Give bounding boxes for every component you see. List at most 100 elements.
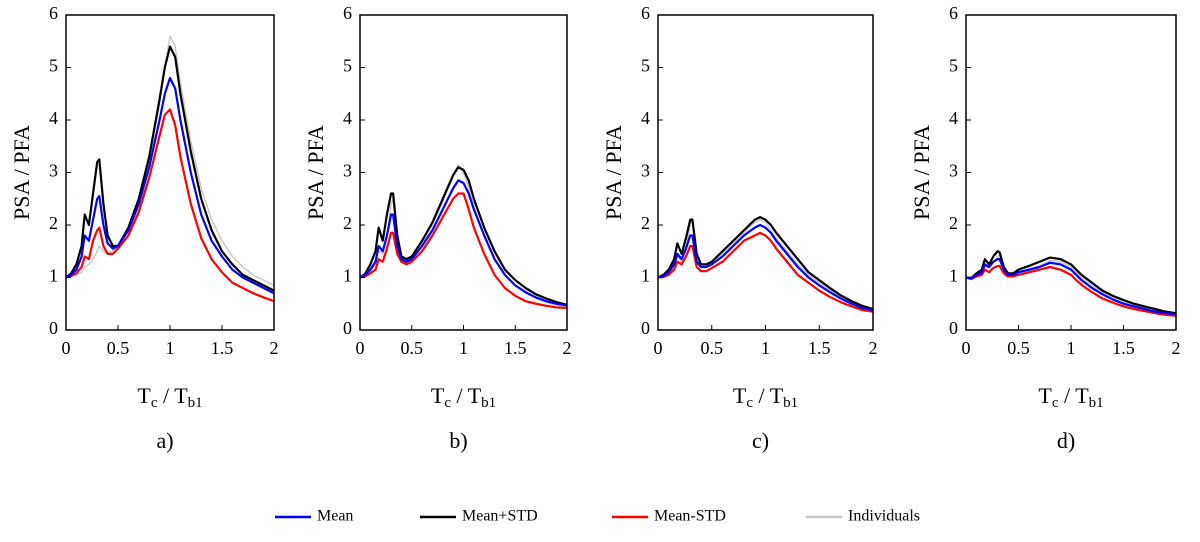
legend-label: Mean	[317, 508, 353, 525]
y-tick-label: 6	[641, 3, 650, 23]
panel: 0 1 2 3 4 5 6 0 0.5 1 1.5 2 PSA / PFA Tc / Tb1 b)	[303, 3, 571, 453]
x-tick-label: 0.5	[701, 338, 724, 358]
x-axis-label-part: T	[137, 383, 151, 408]
x-tick-label: 0.5	[1007, 338, 1030, 358]
x-tick-label: 1	[166, 338, 175, 358]
x-axis-label-part: / T	[1058, 383, 1089, 408]
x-tick-label: 0.5	[107, 338, 130, 358]
x-tick-label: 0	[62, 338, 71, 358]
x-tick-label: 1	[761, 338, 770, 358]
x-tick-label: 1.5	[808, 338, 831, 358]
x-axis-label-part: T	[733, 383, 747, 408]
y-tick-label: 0	[641, 318, 650, 338]
x-axis-label: Tc / Tb1	[733, 383, 798, 411]
series-line	[359, 166, 568, 306]
y-axis-label: PSA / PFA	[9, 125, 34, 220]
y-tick-label: 0	[949, 318, 958, 338]
series-line	[965, 264, 1177, 317]
legend-label: Mean+STD	[462, 508, 538, 525]
x-tick-label: 1	[1067, 338, 1076, 358]
x-axis-label-part: b1	[481, 395, 496, 411]
x-axis-label-part: b1	[188, 395, 203, 411]
x-axis-label: Tc / Tb1	[137, 383, 202, 411]
y-tick-label: 2	[949, 213, 958, 233]
series-line	[657, 223, 874, 312]
panel: 0 1 2 3 4 5 6 0 0.5 1 1.5 2 PSA / PFA Tc / Tb1 c)	[601, 3, 877, 453]
panel-label: a)	[156, 428, 173, 453]
series-line	[359, 179, 568, 307]
x-tick-label: 0.5	[401, 338, 424, 358]
y-tick-label: 1	[641, 266, 650, 286]
panel-label: b)	[449, 428, 467, 453]
panel: 0 1 2 3 4 5 6 0 0.5 1 1.5 2 PSA / PFA Tc / Tb1 a)	[9, 3, 278, 453]
x-axis-label: Tc / Tb1	[431, 383, 496, 411]
y-tick-label: 3	[641, 161, 650, 181]
y-tick-label: 5	[343, 56, 352, 76]
y-tick-label: 6	[49, 3, 58, 23]
x-tick-label: 2	[869, 338, 878, 358]
y-tick-label: 0	[343, 318, 352, 338]
y-tick-label: 4	[343, 108, 352, 128]
panel-label: c)	[752, 428, 769, 453]
y-tick-label: 1	[49, 266, 58, 286]
panel-label: d)	[1057, 428, 1075, 453]
y-axis-label: PSA / PFA	[303, 125, 328, 220]
series-line	[965, 258, 1177, 316]
x-axis-label: Tc / Tb1	[1038, 383, 1103, 411]
x-tick-label: 1	[459, 338, 468, 358]
x-axis-label-part: b1	[1089, 395, 1104, 411]
x-tick-label: 1.5	[504, 338, 527, 358]
y-tick-label: 0	[49, 318, 58, 338]
x-axis-label-part: c	[444, 395, 451, 411]
y-tick-label: 1	[949, 266, 958, 286]
y-axis-label: PSA / PFA	[601, 125, 626, 220]
x-tick-label: 1.5	[1112, 338, 1135, 358]
x-axis-label-part: / T	[753, 383, 784, 408]
y-tick-label: 2	[49, 213, 58, 233]
y-tick-label: 4	[949, 108, 958, 128]
plot-frame	[965, 14, 1177, 331]
y-tick-label: 5	[49, 56, 58, 76]
y-tick-label: 6	[949, 3, 958, 23]
series-line	[965, 250, 1177, 315]
series-line	[359, 192, 568, 310]
x-tick-label: 0	[962, 338, 971, 358]
y-tick-label: 5	[641, 56, 650, 76]
y-tick-label: 5	[949, 56, 958, 76]
y-tick-label: 3	[949, 161, 958, 181]
x-axis-label-part: / T	[157, 383, 188, 408]
x-tick-label: 1.5	[211, 338, 234, 358]
y-tick-label: 2	[343, 213, 352, 233]
series-line	[65, 108, 275, 303]
x-axis-label-part: / T	[451, 383, 482, 408]
y-tick-label: 3	[49, 161, 58, 181]
x-tick-label: 2	[270, 338, 279, 358]
y-axis-label: PSA / PFA	[909, 125, 934, 220]
y-tick-label: 4	[641, 108, 650, 128]
series-line	[657, 231, 874, 313]
plot-frame	[65, 14, 275, 331]
series-line	[65, 45, 275, 292]
series-line	[965, 254, 1177, 315]
x-axis-label-part: c	[1052, 395, 1059, 411]
series-line	[657, 216, 874, 311]
y-tick-label: 4	[49, 108, 58, 128]
x-tick-label: 0	[654, 338, 663, 358]
series-line	[65, 76, 275, 295]
legend-label: Individuals	[848, 508, 920, 525]
legend: Mean Mean+STD Mean-STD Individuals	[275, 508, 920, 525]
y-tick-label: 6	[343, 3, 352, 23]
x-axis-label-part: T	[431, 383, 445, 408]
panel: 0 1 2 3 4 5 6 0 0.5 1 1.5 2 PSA / PFA Tc / Tb1 d)	[909, 3, 1180, 453]
y-tick-label: 3	[343, 161, 352, 181]
x-axis-label-part: c	[746, 395, 753, 411]
y-tick-label: 1	[343, 266, 352, 286]
x-tick-label: 2	[1172, 338, 1181, 358]
legend-label: Mean-STD	[654, 508, 726, 525]
plot-frame	[657, 14, 874, 331]
series-line	[657, 216, 874, 311]
x-axis-label-part: T	[1038, 383, 1052, 408]
x-axis-label-part: c	[151, 395, 158, 411]
x-tick-label: 2	[563, 338, 572, 358]
